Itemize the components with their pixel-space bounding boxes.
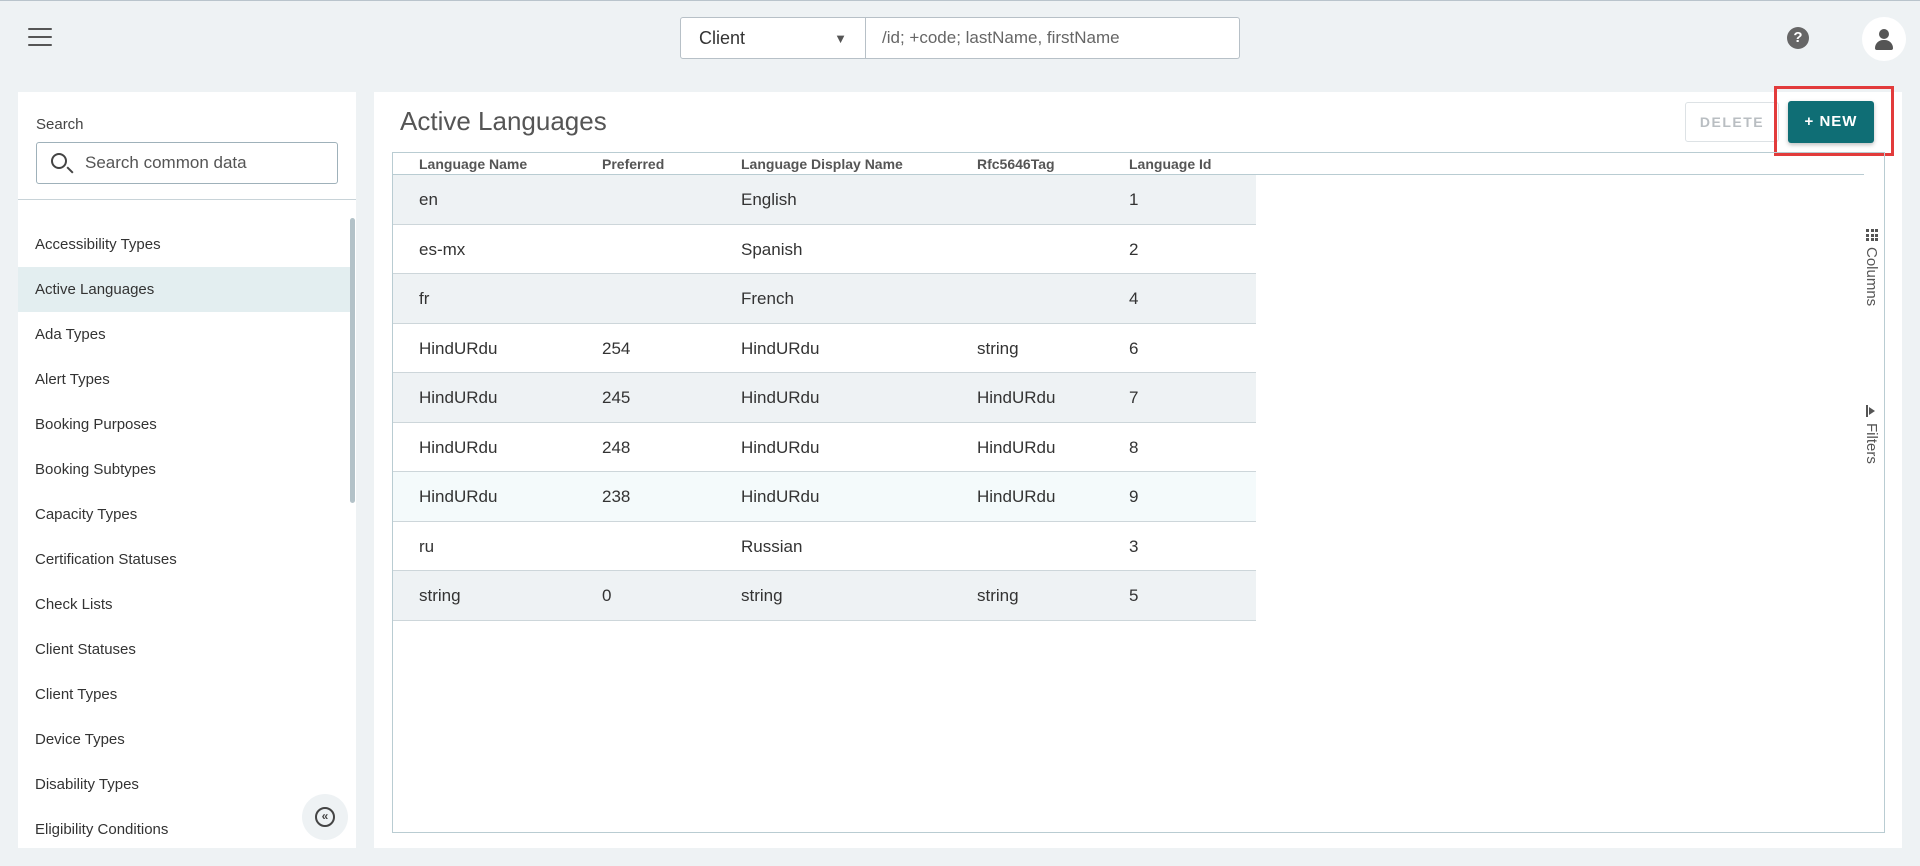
divider [18,199,356,200]
table-cell: French [741,289,794,308]
columns-panel-toggle[interactable]: Columns [1860,229,1882,329]
table-cell: 6 [1129,338,1139,358]
table-cell: HindURdu [419,338,498,358]
table-cell: string [741,586,783,605]
table-cell: Spanish [741,239,803,259]
grid-body: en English 1 es-mx Spanish 2 fr French 4 HindURdu… [393,175,1256,621]
table-cell: 2 [1129,239,1139,259]
table-cell: HindURdu [741,487,820,506]
table-cell: 8 [1129,437,1139,457]
entity-type-select[interactable]: Client ▼ [680,17,866,59]
global-search-input[interactable] [866,17,1240,59]
table-cell: 248 [602,437,631,457]
table-cell: HindURdu [419,487,498,506]
columns-label: Columns [1863,247,1880,307]
table-cell: es-mx [419,239,466,259]
sidebar-item[interactable]: Booking Purposes [35,416,157,433]
table-row[interactable]: HindURdu 238 HindURdu HindURdu 9 [393,472,1256,522]
sidebar-item[interactable]: Active Languages [18,267,352,312]
sidebar-item[interactable]: Accessibility Types [35,236,161,253]
table-cell: HindURdu [977,437,1056,457]
table-cell: 245 [602,388,631,407]
sidebar-item[interactable]: Client Statuses [35,641,136,658]
table-row[interactable]: ru Russian 3 [393,522,1256,571]
table-cell: 9 [1129,487,1139,506]
menu-icon[interactable] [28,28,52,48]
table-cell: HindURdu [741,338,820,358]
table-cell: en [419,190,438,209]
sidebar-item[interactable]: Ada Types [35,326,106,343]
grid-header: Language Name Preferred Language Display… [393,153,1864,175]
column-header-language-id[interactable]: Language Id [1129,156,1212,172]
main-panel: Active Languages DELETE + NEW Language N… [374,86,1902,848]
table-cell: 0 [602,586,612,605]
highlight-box [1774,86,1894,156]
column-header-display-name[interactable]: Language Display Name [741,156,903,172]
global-search: Client ▼ [680,17,1240,59]
table-row[interactable]: HindURdu 254 HindURdu string 6 [393,324,1256,373]
table-cell: HindURdu [977,487,1056,506]
sidebar-search-box [36,142,338,184]
filter-icon [1866,405,1878,417]
help-icon[interactable]: ? [1787,27,1809,49]
sidebar-item[interactable]: Check Lists [35,596,113,613]
table-cell: string [977,586,1019,605]
table-cell: HindURdu [741,437,820,457]
caret-down-icon: ▼ [834,30,847,46]
table-cell: 4 [1129,289,1139,308]
data-grid: Language Name Preferred Language Display… [392,152,1885,833]
table-cell: HindURdu [977,388,1056,407]
sidebar-scrollbar[interactable] [350,218,355,503]
table-row[interactable]: es-mx Spanish 2 [393,225,1256,274]
filters-panel-toggle[interactable]: Filters [1860,405,1882,485]
table-cell: string [977,338,1019,358]
table-row[interactable]: HindURdu 245 HindURdu HindURdu 7 [393,373,1256,423]
column-header-rfc5646tag[interactable]: Rfc5646Tag [977,156,1055,172]
sidebar-item[interactable]: Booking Subtypes [35,461,156,478]
table-cell: English [741,190,797,209]
table-cell: 5 [1129,586,1139,605]
sidebar-item[interactable]: Eligibility Conditions [35,821,169,838]
user-avatar[interactable] [1862,17,1906,61]
table-cell: 3 [1129,536,1139,556]
sidebar-item[interactable]: Capacity Types [35,506,138,523]
sidebar-item[interactable]: Disability Types [35,776,139,793]
delete-button[interactable]: DELETE [1685,102,1779,142]
page-title: Active Languages [400,106,607,136]
table-row[interactable]: fr French 4 [393,274,1256,324]
sidebar: Search Accessibility Types Active Languag… [18,92,356,848]
table-row[interactable]: string 0 string string 5 [393,571,1256,621]
column-header-language-name[interactable]: Language Name [419,156,528,172]
entity-type-value: Client [699,27,746,48]
sidebar-item[interactable]: Device Types [35,731,125,748]
new-button[interactable]: + NEW [1788,101,1874,143]
table-cell: 7 [1129,388,1139,407]
sidebar-list: Accessibility Types Active Languages Ada T… [18,222,352,848]
sidebar-search-label: Search [36,116,84,133]
collapse-sidebar-button[interactable]: « [302,794,348,840]
table-cell: 238 [602,487,631,506]
columns-icon [1866,229,1878,241]
sidebar-item[interactable]: Certification Statuses [35,551,177,568]
table-cell: HindURdu [741,388,820,407]
top-bar: Client ▼ ? [0,0,1920,74]
table-row[interactable]: en English 1 [393,175,1256,225]
table-cell: Russian [741,536,803,556]
table-row[interactable]: HindURdu 248 HindURdu HindURdu 8 [393,423,1256,472]
search-icon [51,153,67,169]
table-cell: 1 [1129,190,1139,209]
sidebar-item[interactable]: Alert Types [35,371,110,388]
table-cell: ru [419,536,435,556]
column-header-preferred[interactable]: Preferred [602,156,665,172]
user-icon [1879,29,1889,39]
table-cell: HindURdu [419,437,498,457]
table-cell: 254 [602,338,631,358]
double-chevron-left-icon: « [315,807,335,827]
table-cell: string [419,586,461,605]
sidebar-item[interactable]: Client Types [35,686,118,703]
sidebar-search-input[interactable] [85,143,330,183]
table-cell: fr [419,289,430,308]
table-cell: HindURdu [419,388,498,407]
filters-label: Filters [1863,423,1880,464]
